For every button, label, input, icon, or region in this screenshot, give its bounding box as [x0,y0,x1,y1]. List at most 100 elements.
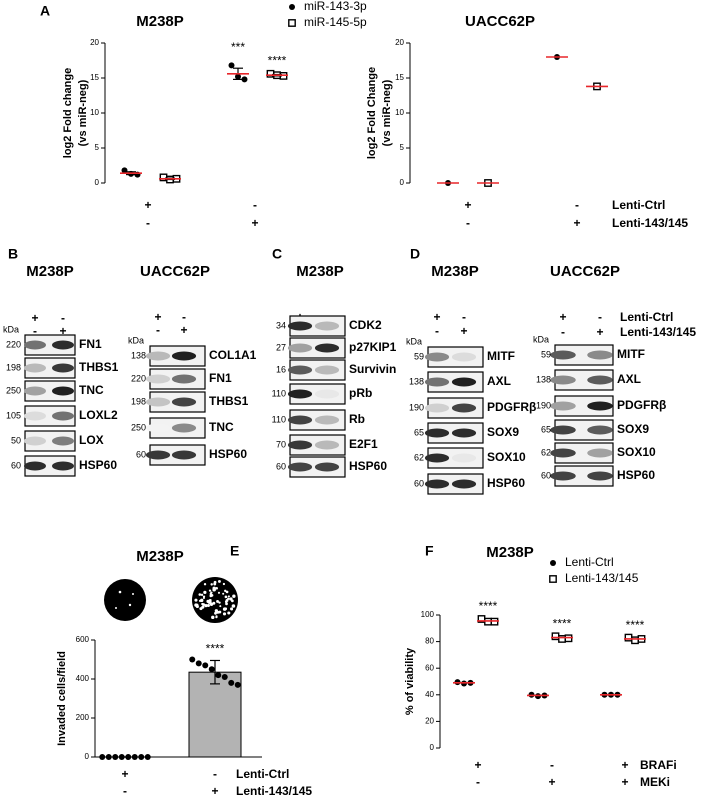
blot-band [145,351,171,361]
blot-band [587,401,613,411]
condition-sign: - [213,767,217,781]
kda-value: 60 [541,470,551,480]
blot-band [314,415,340,425]
blot-row [145,345,206,367]
bar [188,671,242,758]
blot-row [287,383,346,405]
y-tick-label: 0 [400,178,405,187]
condition-sign: + [548,775,555,789]
protein-label: TNC [79,383,104,397]
kda-label: kDa [128,335,144,345]
cell-dot [222,592,225,595]
y-tick-label: 40 [425,690,434,699]
protein-label: TNC [209,420,234,434]
blot-row [287,456,346,478]
cell-dot [195,604,199,609]
panel-letter: E [230,543,239,559]
blot-band [145,450,171,460]
significance: **** [479,599,498,613]
cell-dot [203,583,207,586]
protein-label: HSP60 [487,476,525,490]
cell-dot [215,616,218,619]
y-tick-label: 10 [90,108,99,117]
kda-value: 60 [276,461,286,471]
blot-title: M238P [296,263,344,280]
condition-sign: - [476,775,480,789]
lane-sign: + [460,324,467,338]
data-point [144,754,151,760]
chart-title: M238P [486,544,534,561]
cell-dot [222,582,226,586]
significance: **** [553,616,572,630]
protein-label: COL1A1 [209,348,257,362]
blot-row [24,455,76,477]
blot-band [287,365,313,375]
blot-band [52,411,74,421]
kda-value: 50 [11,435,21,445]
condition-sign: - [466,216,470,230]
blot-band [287,343,313,353]
blot-row [24,430,76,452]
blot-band [424,403,450,413]
blot-band [24,340,46,350]
blot-row [550,344,614,366]
kda-value: 220 [131,373,146,383]
protein-label: THBS1 [209,394,249,408]
condition-sign: + [144,198,151,212]
protein-label: MITF [487,349,515,363]
cell-dot [211,615,215,620]
legend-marker [289,4,295,10]
condition-sign: + [251,216,258,230]
y-axis-label: % of viability [404,647,416,715]
blot-row [24,357,76,379]
protein-label: SOX9 [487,425,519,439]
protein-label: SOX10 [617,445,656,459]
cell-dot [210,591,213,594]
y-tick-label: 400 [76,674,90,683]
lane-sign: - [61,311,65,325]
blot-band [587,350,613,360]
data-point [189,656,196,663]
blot-row [287,409,346,431]
lane-sign: + [180,323,187,337]
blot-band [587,471,613,481]
data-point [195,660,202,667]
kda-value: 59 [414,351,424,361]
blot-band [287,462,313,472]
protein-label: LOXL2 [79,408,118,422]
kda-value: 27 [276,342,286,352]
blot-title: M238P [26,263,74,280]
blot-band [314,389,340,399]
legend-label: miR-143-3p [304,0,367,13]
kda-value: 138 [131,350,146,360]
kda-value: 62 [414,452,424,462]
cell-dot [198,593,202,596]
blot-title: UACC62P [140,263,210,280]
cell-dot [224,595,228,599]
blot-title: M238P [431,263,479,280]
cell-dot [201,605,205,609]
cell-dot [230,597,233,601]
kda-value: 198 [131,396,146,406]
blot-band [287,321,313,331]
kda-value: 250 [6,385,21,395]
lane-sign: + [154,310,161,324]
condition-sign: - [575,198,579,212]
cell-dot [212,586,216,591]
lane-sign: + [596,325,603,339]
blot-row [287,315,346,337]
condition-sign: + [474,758,481,772]
data-point [241,76,248,83]
y-tick-label: 60 [425,663,434,672]
blot-row [145,444,206,466]
condition-sign: + [621,775,628,789]
lane-sign: + [433,310,440,324]
blot-band [171,450,197,460]
data-point [125,754,132,760]
kda-label: kDa [406,336,422,346]
invasion-image [192,577,238,623]
kda-value: 65 [541,424,551,434]
blot-band [24,363,46,373]
protein-label: Survivin [349,362,396,376]
